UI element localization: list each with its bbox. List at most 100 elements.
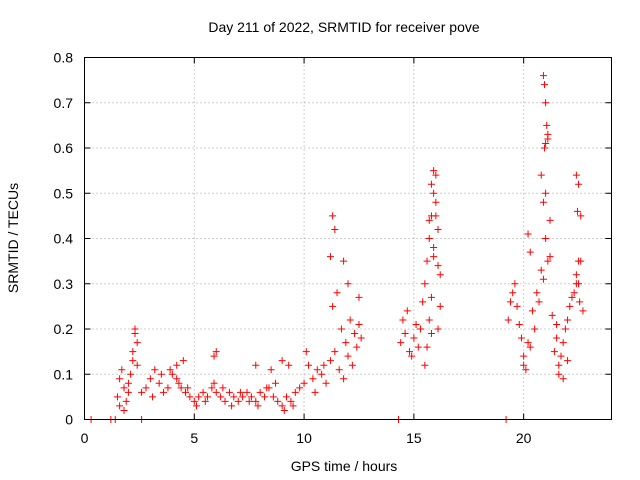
- data-point: [506, 298, 514, 306]
- data-point: [221, 397, 229, 405]
- data-point: [274, 397, 282, 405]
- data-point: [539, 198, 547, 206]
- data-point: [326, 357, 334, 365]
- grid-lines: [84, 57, 612, 420]
- data-point: [335, 366, 343, 374]
- data-point: [557, 352, 565, 360]
- data-point: [331, 225, 339, 233]
- data-point: [537, 266, 545, 274]
- y-tick-label: 0.6: [54, 140, 74, 156]
- data-point: [173, 361, 181, 369]
- data-point: [146, 375, 154, 383]
- data-point: [230, 393, 238, 401]
- data-point: [421, 361, 429, 369]
- data-point: [195, 393, 203, 401]
- data-point: [564, 357, 572, 365]
- data-point: [515, 320, 523, 328]
- data-point: [304, 361, 312, 369]
- data-point: [267, 366, 275, 374]
- data-point: [553, 320, 561, 328]
- y-tick-label: 0.8: [54, 50, 74, 66]
- data-point: [397, 339, 405, 347]
- data-point: [353, 343, 361, 351]
- data-point: [401, 330, 409, 338]
- data-point: [131, 325, 139, 333]
- data-point: [210, 379, 218, 387]
- data-point: [344, 352, 352, 360]
- data-point: [280, 406, 288, 414]
- data-point: [337, 325, 345, 333]
- data-point: [579, 307, 587, 315]
- data-point: [542, 189, 550, 197]
- plot-frame: [84, 57, 612, 420]
- data-point: [539, 275, 547, 283]
- data-point: [272, 379, 280, 387]
- data-point: [548, 311, 556, 319]
- data-point: [509, 289, 517, 297]
- data-point: [566, 302, 574, 310]
- data-point: [572, 280, 580, 288]
- data-point: [113, 393, 121, 401]
- data-point: [570, 289, 578, 297]
- data-point: [133, 339, 141, 347]
- y-tick-label: 0.3: [54, 276, 74, 292]
- data-point: [432, 198, 440, 206]
- data-point: [550, 348, 558, 356]
- data-point: [243, 388, 251, 396]
- data-point: [133, 361, 141, 369]
- data-point: [129, 348, 137, 356]
- data-point: [425, 235, 433, 242]
- data-point: [432, 212, 440, 220]
- data-point: [210, 352, 218, 360]
- y-tick-label: 0: [65, 412, 73, 428]
- chart-title: Day 211 of 2022, SRMTID for receiver pov…: [208, 19, 480, 35]
- data-point: [333, 289, 341, 297]
- data-point: [542, 139, 550, 147]
- data-point: [120, 406, 128, 414]
- data-point: [236, 388, 244, 396]
- axis-ticks: 0 5 10 15 20 0 0.1 0.2 0.3 0.4 0.5 0.6 0.7 0.8: [54, 50, 612, 446]
- data-point: [430, 167, 438, 175]
- data-point: [151, 366, 159, 374]
- data-point: [309, 375, 317, 383]
- data-point: [520, 352, 528, 360]
- data-point: [541, 144, 549, 152]
- data-point: [531, 325, 539, 333]
- data-point: [524, 339, 532, 347]
- data-point: [533, 289, 541, 297]
- data-point: [410, 334, 418, 342]
- data-point: [175, 379, 183, 387]
- y-axis-title: SRMTID / TECUs: [5, 183, 21, 293]
- data-point: [116, 402, 124, 410]
- data-point: [421, 280, 429, 288]
- data-point: [234, 397, 242, 405]
- data-point: [311, 388, 319, 396]
- data-point: [524, 230, 532, 238]
- x-tick-label: 0: [81, 430, 89, 446]
- x-tick-label: 20: [516, 430, 532, 446]
- data-point: [537, 171, 545, 179]
- data-point: [572, 271, 580, 279]
- data-point: [329, 302, 337, 310]
- y-tick-label: 0.5: [54, 185, 74, 201]
- data-point: [542, 235, 550, 242]
- data-point: [504, 316, 512, 324]
- data-point: [190, 397, 198, 405]
- data-point: [278, 402, 286, 410]
- data-point: [254, 402, 262, 410]
- data-point: [572, 171, 580, 179]
- data-point: [419, 298, 427, 306]
- data-point: [269, 393, 277, 401]
- data-point: [430, 253, 438, 261]
- data-point: [239, 393, 247, 401]
- data-point: [263, 384, 271, 392]
- data-point: [157, 370, 165, 378]
- data-point: [184, 384, 192, 392]
- data-point: [168, 370, 176, 378]
- data-point: [318, 370, 326, 378]
- data-point: [403, 307, 411, 315]
- data-point: [436, 271, 444, 279]
- data-point: [546, 216, 554, 224]
- data-point: [142, 384, 150, 392]
- data-point: [399, 316, 407, 324]
